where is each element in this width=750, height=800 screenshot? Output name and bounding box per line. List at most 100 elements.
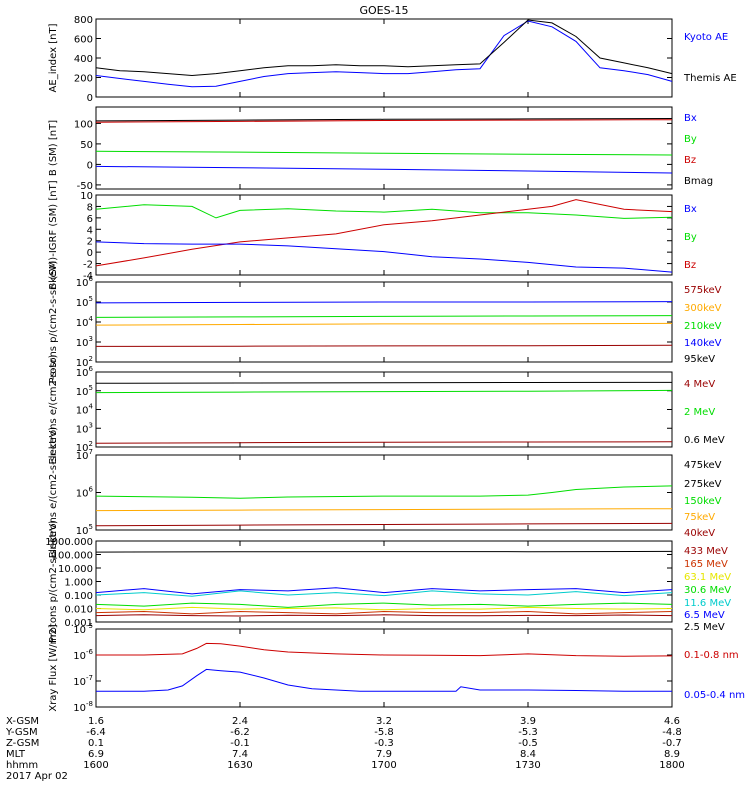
series-line-30-6-mev: [95, 602, 673, 608]
y-tick-label: 104: [76, 403, 94, 417]
legend-entry: Bmag: [684, 176, 713, 187]
legend-entry: 575keV: [684, 285, 722, 296]
x-axis-row-value: -4.8: [662, 727, 682, 738]
y-tick-label: 10-7: [73, 674, 93, 688]
y-axis-label: B (SM) [nT]: [48, 120, 59, 176]
legend-entry: 150keV: [684, 496, 722, 507]
series-line-bz: [95, 199, 673, 267]
series-line-165-mev: [95, 610, 673, 615]
y-tick-label: 10-6: [73, 648, 93, 662]
series-line-150kev: [95, 485, 673, 499]
panel-8: 10-8 10-7 10-6 10-5 Xray Flux [W/m2] 0.1-0.8 …: [48, 622, 745, 714]
legend-entry: 6.5 MeV: [684, 610, 725, 621]
y-tick-label: 10.000: [58, 564, 93, 575]
x-axis-row-label: hhmm: [6, 760, 38, 771]
series-line-575kev: [95, 344, 673, 347]
legend-entry: 11.6 MeV: [684, 598, 731, 609]
series-line-2-mev: [95, 389, 673, 394]
legend-entry: 30.6 MeV: [684, 585, 731, 596]
x-axis-row-label: Y-GSM: [5, 727, 38, 738]
series-line-300kev: [95, 322, 673, 326]
legend-entry: 0.05-0.4 nm: [684, 690, 745, 701]
series-line-by: [95, 204, 673, 219]
legend-entry: 2.5 MeV: [684, 622, 725, 633]
series-line-bx: [95, 165, 673, 174]
x-axis-row-value: 7.9: [376, 749, 392, 760]
x-axis-row-value: 6.9: [88, 749, 104, 760]
legend-entry: Bz: [684, 155, 696, 166]
legend-entry: 475keV: [684, 460, 722, 471]
x-axis-row-value: -5.3: [518, 727, 538, 738]
y-tick-label: 103: [76, 421, 93, 435]
legend-entry: 95keV: [684, 354, 715, 365]
y-tick-label: 10-5: [73, 622, 93, 636]
legend-entry: 275keV: [684, 479, 722, 490]
panel-4: 102 103 104 105 106 Protons p/(cm2-s-sr-keV) 5…: [48, 260, 722, 383]
panel-6: 105 106 107 Electrons e/(cm2-s-sr-keV) 475ke…: [48, 427, 722, 559]
y-tick-label: 1000.000: [45, 537, 93, 548]
legend-entry: Bz: [684, 260, 696, 271]
series-line-210kev: [95, 315, 673, 318]
y-axis-label: Protons p/(cm2-s-sr-keV): [48, 260, 59, 383]
chart-title: GOES-15: [359, 4, 408, 17]
y-tick-label: 100: [74, 119, 93, 130]
x-axis-row-label: Z-GSM: [6, 738, 39, 749]
x-axis-row-value: 4.6: [664, 716, 680, 727]
x-axis-row-value: 3.9: [520, 716, 536, 727]
legend-entry: Kyoto AE: [684, 32, 728, 43]
y-tick-label: 10-8: [73, 700, 93, 714]
y-tick-label: 106: [76, 486, 94, 500]
x-axis-row-value: 1.6: [88, 716, 104, 727]
y-tick-label: 106: [76, 275, 94, 289]
panel-2: -50 0 50 100 B (SM) [nT] Bx By Bz Bmag: [48, 106, 713, 192]
y-tick-label: 8: [87, 202, 93, 213]
legend-entry: 165 MeV: [684, 559, 728, 570]
y-axis-label: Protons p/(cm2-s-sr-keV): [48, 520, 59, 643]
legend-entry: Themis AE: [683, 73, 737, 84]
y-axis-label: AE_index [nT]: [48, 23, 59, 92]
y-tick-label: -4: [83, 271, 93, 282]
y-tick-label: 800: [74, 15, 93, 26]
x-axis-row-value: 7.4: [232, 749, 248, 760]
x-axis-row-value: 0.1: [88, 738, 104, 749]
series-line-75kev: [95, 508, 673, 512]
y-tick-label: 600: [74, 35, 93, 46]
x-axis-row-label: MLT: [6, 749, 26, 760]
x-axis-row-value: 1730: [515, 760, 540, 771]
legend-entry: Bx: [684, 204, 697, 215]
x-axis-row-value: -6.4: [86, 727, 106, 738]
y-tick-label: 1.000: [64, 578, 93, 589]
series-line-themis-ae: [95, 19, 673, 77]
series-line-6-5-mev: [95, 587, 673, 595]
legend-entry: 300keV: [684, 303, 722, 314]
y-tick-label: 50: [80, 140, 93, 151]
y-tick-label: 0.001: [64, 618, 93, 629]
y-tick-label: 0: [87, 160, 93, 171]
x-axis-row-value: -0.7: [662, 738, 682, 749]
legend-entry: 0.1-0.8 nm: [684, 650, 739, 661]
y-tick-label: 0.100: [64, 591, 93, 602]
y-tick-label: 104: [76, 315, 94, 329]
y-tick-label: 100.000: [52, 551, 93, 562]
panel-7: 0.001 0.010 0.100 1.000 10.000 100.000 1000.00…: [45, 520, 731, 643]
series-line-11-6-mev: [95, 590, 673, 597]
x-axis-row-value: -6.2: [230, 727, 250, 738]
y-tick-label: -50: [77, 181, 93, 192]
y-tick-label: 0: [87, 93, 93, 104]
legend-entry: 0.6 MeV: [684, 435, 725, 446]
legend-entry: By: [684, 232, 697, 243]
legend-entry: 140keV: [684, 338, 722, 349]
legend-entry: 40keV: [684, 528, 715, 539]
x-axis-row-value: 1700: [371, 760, 396, 771]
y-tick-label: 102: [76, 440, 93, 454]
series-line-2-5-mev: [95, 550, 673, 553]
x-axis-row-value: 1800: [659, 760, 684, 771]
y-axis-label: Electrons e/(cm2-s-sr-keV): [48, 427, 59, 559]
y-tick-label: 400: [74, 54, 93, 65]
panel-frame: [95, 194, 673, 276]
series-line-0-1-0-8-nm: [96, 642, 673, 657]
series-line-140kev: [95, 301, 673, 304]
legend-entry: 2 MeV: [684, 407, 715, 418]
x-axis-row-value: 2.4: [232, 716, 248, 727]
